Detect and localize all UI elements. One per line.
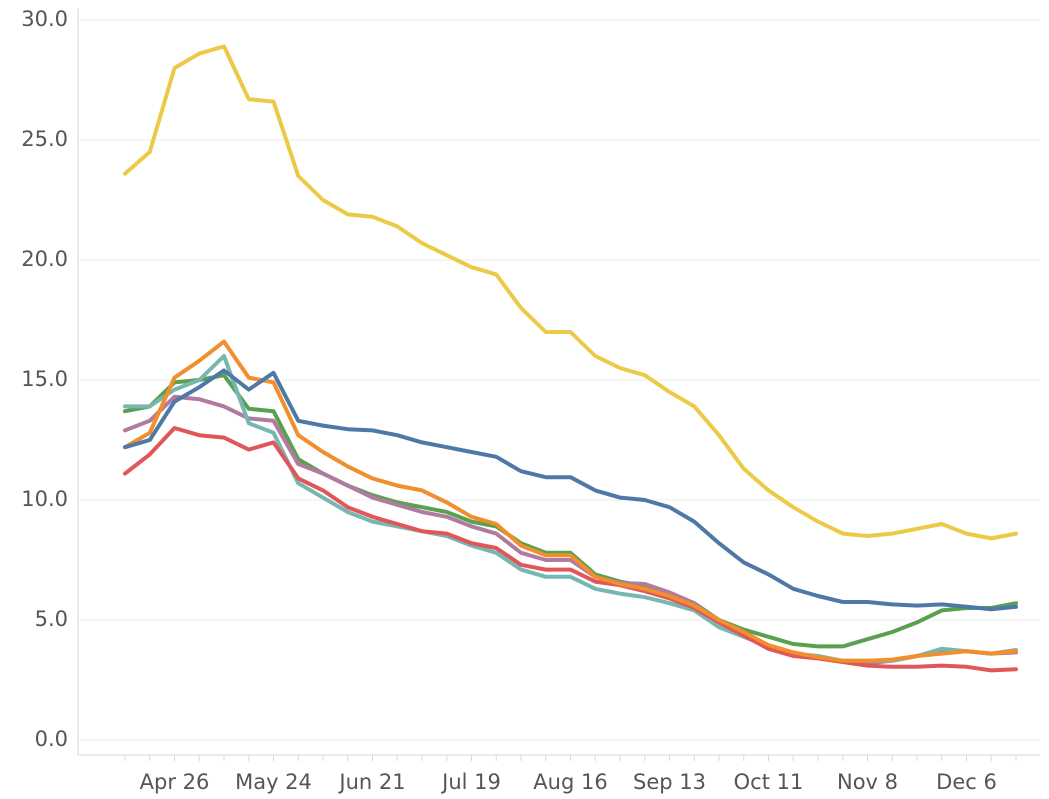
y-tick-label: 10.0 xyxy=(21,487,68,511)
y-tick-label: 0.0 xyxy=(35,727,68,751)
x-tick-label: Oct 11 xyxy=(734,770,804,794)
series-line xyxy=(123,354,1018,663)
x-tick-label: Sep 13 xyxy=(633,770,706,794)
series-line xyxy=(123,339,1018,663)
y-tick-label: 25.0 xyxy=(21,127,68,151)
x-tick-label: Jul 19 xyxy=(440,770,501,794)
x-tick-label: Apr 26 xyxy=(140,770,210,794)
y-tick-label: 30.0 xyxy=(21,7,68,31)
series-line xyxy=(123,44,1018,541)
x-tick-label: Jun 21 xyxy=(337,770,405,794)
x-tick-label: Aug 16 xyxy=(533,770,607,794)
series-line xyxy=(123,394,1018,666)
y-tick-label: 15.0 xyxy=(21,367,68,391)
x-tick-label: May 24 xyxy=(235,770,312,794)
series-line xyxy=(123,426,1018,673)
series-line xyxy=(123,373,1018,649)
x-tick-label: Dec 6 xyxy=(936,770,997,794)
x-tick-label: Nov 8 xyxy=(837,770,898,794)
y-tick-label: 5.0 xyxy=(35,607,68,631)
series-line xyxy=(123,368,1018,612)
y-tick-label: 20.0 xyxy=(21,247,68,271)
